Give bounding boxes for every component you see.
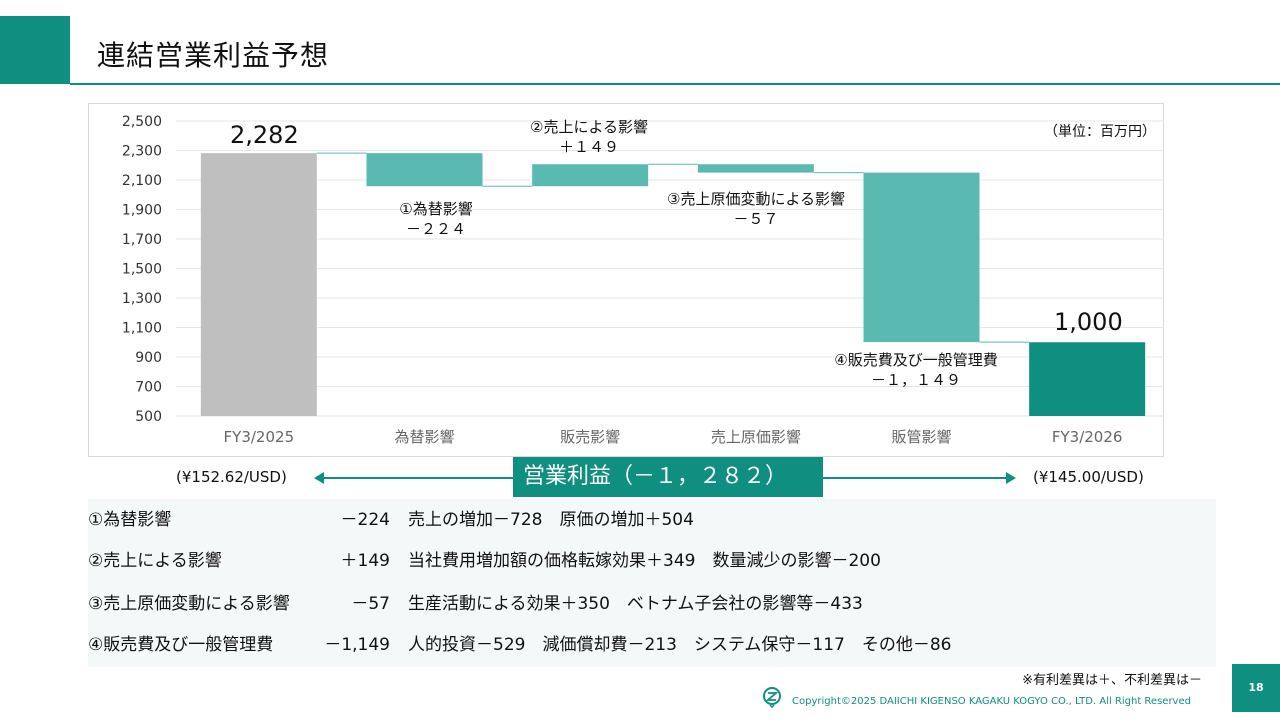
start-value-label: 2,282 bbox=[230, 121, 299, 149]
y-tick-label: 1,700 bbox=[122, 232, 162, 248]
bar-fy2026 bbox=[1029, 342, 1146, 416]
copyright-text: Copyright©2025 DAIICHI KIGENSO KAGAKU KO… bbox=[792, 696, 1191, 707]
factor-detail: 当社費用増加額の価格転嫁効果＋349 数量減少の影響－200 bbox=[408, 551, 881, 571]
factor-row: ④販売費及び一般管理費 －1,149 人的投資－529 減価償却費－213 シス… bbox=[88, 624, 1216, 666]
y-tick-label: 2,100 bbox=[122, 173, 162, 189]
x-category-label: 為替影響 bbox=[394, 428, 454, 446]
bar-delta bbox=[532, 164, 649, 187]
bar-delta bbox=[697, 164, 814, 173]
factor-value: －57 bbox=[351, 594, 390, 614]
y-tick-label: 2,300 bbox=[122, 144, 162, 160]
unit-label: （単位：百万円） bbox=[1044, 124, 1156, 140]
y-tick-label: 1,300 bbox=[122, 291, 162, 307]
factor-table: ①為替影響 －224 売上の増加－728 原価の増加＋504 ②売上による影響 … bbox=[88, 499, 1216, 667]
y-tick-label: 1,500 bbox=[122, 262, 162, 278]
title-accent-block bbox=[0, 16, 70, 84]
arrow-left-icon bbox=[314, 472, 324, 484]
delta-label-cogs-value: －５７ bbox=[733, 210, 779, 228]
factor-row: ①為替影響 －224 売上の増加－728 原価の増加＋504 bbox=[88, 499, 1216, 541]
y-tick-label: 2,500 bbox=[122, 114, 162, 130]
y-tick-label: 700 bbox=[135, 380, 162, 396]
delta-label-fx: ①為替影響 －２２４ bbox=[376, 199, 496, 239]
factor-value: ＋149 bbox=[340, 551, 390, 571]
x-category-label: FY3/2025 bbox=[224, 428, 295, 446]
arrow-line-left bbox=[322, 477, 514, 479]
factor-name: ①為替影響 bbox=[88, 510, 172, 530]
bar-delta bbox=[863, 172, 980, 343]
waterfall-chart: 500 700 900 1,100 1,300 1,500 1,700 1,900 2,100 2… bbox=[122, 114, 1164, 446]
arrow-right-icon bbox=[1006, 472, 1016, 484]
page-number: 18 bbox=[1232, 664, 1280, 712]
delta-label-sales-name: ②売上による影響 bbox=[530, 118, 648, 136]
factor-detail: 人的投資－529 減価償却費－213 システム保守－117 その他－86 bbox=[408, 635, 952, 655]
delta-label-sga-value: －１，１４９ bbox=[870, 371, 961, 389]
delta-label-cogs: ③売上原価変動による影響 －５７ bbox=[656, 189, 856, 229]
delta-label-sga-name: ④販売費及び一般管理費 bbox=[834, 351, 998, 369]
delta-label-sales-value: ＋１４９ bbox=[558, 138, 619, 156]
variance-note: ※有利差異は＋、不利差異は－ bbox=[1022, 673, 1202, 688]
x-category-label: 販管影響 bbox=[891, 428, 951, 446]
factor-name: ④販売費及び一般管理費 bbox=[88, 635, 274, 655]
delta-label-sga: ④販売費及び一般管理費 －１，１４９ bbox=[826, 350, 1006, 390]
y-tick-label: 900 bbox=[135, 350, 162, 366]
delta-label-fx-name: ①為替影響 bbox=[399, 200, 473, 218]
delta-label-cogs-name: ③売上原価変動による影響 bbox=[667, 190, 845, 208]
y-tick-label: 1,100 bbox=[122, 321, 162, 337]
y-tick-label: 1,900 bbox=[122, 203, 162, 219]
factor-name: ②売上による影響 bbox=[88, 551, 222, 571]
factor-detail: 生産活動による効果＋350 ベトナム子会社の影響等－433 bbox=[408, 594, 863, 614]
arrow-line-right bbox=[822, 477, 1008, 479]
fx-rate-fy2025: (¥152.62/USD) bbox=[176, 468, 287, 486]
y-tick-label: 500 bbox=[135, 409, 162, 425]
bar-fy2025 bbox=[200, 153, 317, 416]
x-category-label: 販売影響 bbox=[560, 428, 620, 446]
x-category-label: 売上原価影響 bbox=[711, 428, 801, 446]
factor-value: －1,149 bbox=[324, 635, 390, 655]
factor-detail: 売上の増加－728 原価の増加＋504 bbox=[408, 510, 694, 530]
factor-row: ②売上による影響 ＋149 当社費用増加額の価格転嫁効果＋349 数量減少の影響… bbox=[88, 540, 1216, 582]
page-title: 連結営業利益予想 bbox=[97, 39, 330, 72]
bar-delta bbox=[366, 153, 483, 187]
factor-name: ③売上原価変動による影響 bbox=[88, 594, 290, 614]
delta-label-fx-value: －２２４ bbox=[405, 220, 466, 238]
fx-rate-fy2026: (¥145.00/USD) bbox=[1033, 468, 1144, 486]
factor-row: ③売上原価変動による影響 －57 生産活動による効果＋350 ベトナム子会社の影… bbox=[88, 583, 1216, 625]
title-underline bbox=[70, 83, 1280, 85]
x-category-label: FY3/2026 bbox=[1052, 428, 1123, 446]
company-logo-icon bbox=[763, 687, 781, 708]
factor-value: －224 bbox=[340, 510, 390, 530]
delta-label-sales: ②売上による影響 ＋１４９ bbox=[514, 117, 664, 157]
operating-profit-banner: 営業利益（－１，２８２） bbox=[513, 457, 823, 497]
end-value-label: 1,000 bbox=[1054, 308, 1123, 336]
